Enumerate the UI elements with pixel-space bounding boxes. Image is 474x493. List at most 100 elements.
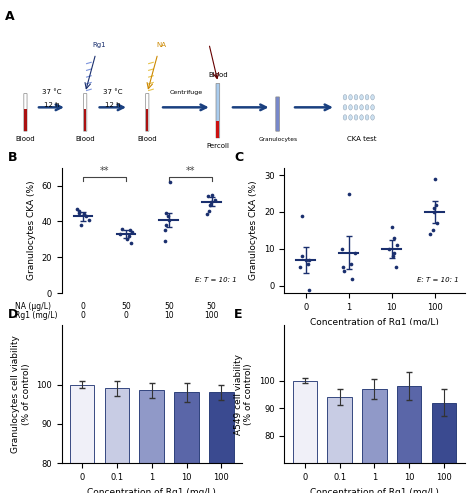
Point (164, 212, 172, 220)
Text: Blood: Blood (137, 136, 157, 142)
Point (393, 241, 401, 249)
Point (166, 178, 174, 186)
Text: 0: 0 (124, 311, 128, 320)
Text: Centrifuge: Centrifuge (169, 90, 202, 95)
Circle shape (354, 105, 358, 110)
Text: 10: 10 (164, 311, 173, 320)
Y-axis label: Granulocytes CKA (%): Granulocytes CKA (%) (249, 180, 258, 281)
Text: E: T = 10: 1: E: T = 10: 1 (195, 277, 237, 283)
Point (296, 263, 303, 271)
FancyBboxPatch shape (276, 97, 280, 131)
Text: 100: 100 (204, 311, 219, 320)
Text: 50: 50 (164, 302, 173, 311)
Text: E: E (234, 309, 243, 321)
Circle shape (354, 115, 358, 120)
Bar (139, 390, 164, 493)
Text: Percoll: Percoll (207, 142, 229, 149)
Point (388, 223, 396, 231)
Point (123, 236, 131, 244)
Text: 0: 0 (81, 302, 85, 311)
Text: 12 h: 12 h (105, 103, 120, 108)
X-axis label: Concentration of Rg1 (mg/L): Concentration of Rg1 (mg/L) (87, 488, 216, 493)
Bar (397, 386, 421, 493)
Text: 12 h: 12 h (44, 103, 59, 108)
Point (389, 252, 397, 260)
Point (305, 256, 313, 264)
Point (298, 212, 306, 220)
Point (345, 189, 353, 197)
Point (338, 245, 346, 253)
Point (73, 205, 81, 213)
Circle shape (365, 115, 369, 120)
Circle shape (349, 95, 352, 100)
Point (78, 221, 85, 229)
Point (206, 201, 214, 209)
Point (208, 191, 216, 199)
Text: Rg1 (mg/L): Rg1 (mg/L) (15, 311, 57, 320)
Point (433, 219, 440, 227)
Point (341, 267, 348, 275)
Point (127, 226, 134, 234)
Bar (24, 109, 27, 131)
Point (430, 208, 438, 216)
Point (304, 260, 311, 268)
Point (340, 263, 347, 271)
Point (163, 221, 170, 229)
Circle shape (360, 95, 364, 100)
Bar (209, 392, 234, 493)
Point (306, 285, 313, 293)
Point (211, 196, 219, 204)
Bar (146, 109, 148, 131)
Circle shape (343, 95, 347, 100)
Point (118, 225, 126, 233)
Text: Blood: Blood (208, 72, 228, 78)
Y-axis label: A549 cell viability
(% of control): A549 cell viability (% of control) (234, 354, 254, 435)
Point (161, 237, 169, 245)
Point (391, 248, 398, 256)
Circle shape (349, 115, 352, 120)
Point (81, 211, 88, 218)
Point (128, 228, 136, 236)
Text: 50: 50 (121, 302, 131, 311)
Point (75, 209, 82, 216)
Point (116, 230, 124, 238)
Text: CKA test: CKA test (347, 136, 377, 142)
Point (205, 207, 213, 214)
Text: C: C (234, 151, 243, 164)
Text: Granulocytes: Granulocytes (258, 137, 297, 142)
Text: **: ** (185, 166, 195, 176)
Point (391, 234, 398, 242)
Bar (217, 121, 219, 138)
Point (299, 252, 306, 260)
Circle shape (343, 105, 347, 110)
Circle shape (371, 105, 374, 110)
Circle shape (360, 115, 364, 120)
Bar (84, 109, 86, 131)
Text: 0: 0 (81, 311, 85, 320)
Text: NA (μg/L): NA (μg/L) (15, 302, 51, 311)
X-axis label: Concentration of Rg1 (mg/L): Concentration of Rg1 (mg/L) (310, 317, 439, 327)
Point (430, 205, 438, 212)
Point (203, 211, 211, 218)
Text: A: A (5, 10, 14, 23)
Text: Rg1: Rg1 (92, 42, 106, 48)
Y-axis label: Granulocytes CKA (%): Granulocytes CKA (%) (27, 180, 36, 281)
FancyBboxPatch shape (216, 83, 219, 138)
Text: E: T = 10: 1: E: T = 10: 1 (418, 277, 459, 283)
Text: 37 °C: 37 °C (42, 89, 62, 95)
Point (432, 201, 440, 209)
Point (302, 256, 310, 264)
Text: B: B (8, 151, 17, 164)
Text: NA: NA (156, 42, 166, 48)
Y-axis label: Granulocytes cell viability
(% of control): Granulocytes cell viability (% of contro… (11, 335, 31, 454)
Point (163, 209, 170, 216)
Point (426, 230, 434, 238)
Text: D: D (8, 309, 18, 321)
Bar (362, 389, 387, 493)
Bar (174, 392, 199, 493)
Bar (292, 381, 317, 493)
Circle shape (365, 105, 369, 110)
Bar (105, 388, 129, 493)
Point (392, 263, 400, 271)
Circle shape (349, 105, 352, 110)
